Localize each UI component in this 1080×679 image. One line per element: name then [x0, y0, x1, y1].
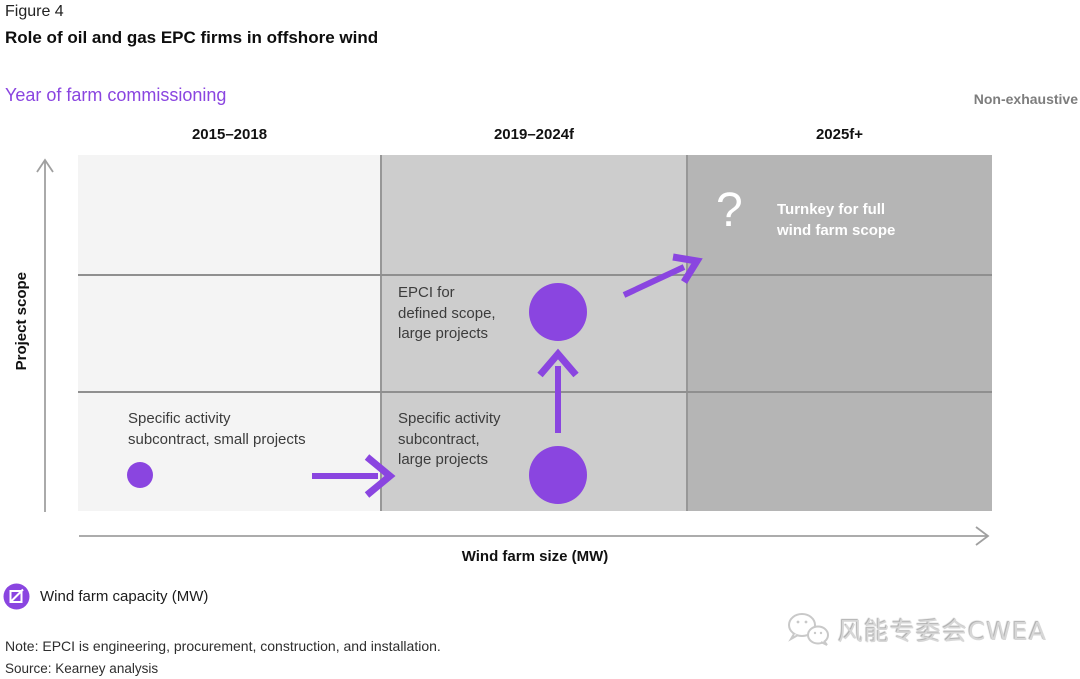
- column-header-2025f: 2025f+: [815, 126, 864, 143]
- turnkey-question-mark: ?: [716, 184, 743, 237]
- column-header-2015-2018: 2015–2018: [191, 126, 268, 143]
- capacity-scale-icon: [3, 583, 30, 610]
- grid-horizontal-divider-2: [78, 391, 992, 393]
- x-axis-label: Wind farm size (MW): [461, 548, 609, 565]
- legend-label: Wind farm capacity (MW): [40, 588, 209, 605]
- watermark: 风能专委会CWEA: [784, 609, 1047, 651]
- figure-title: Role of oil and gas EPC firms in offshor…: [5, 28, 379, 47]
- watermark-text: 风能专委会CWEA: [838, 617, 1048, 646]
- epci-label: EPCI for defined scope, large projects: [398, 284, 496, 342]
- figure-subtitle: Year of farm commissioning: [5, 85, 227, 105]
- y-axis-arrow: [36, 158, 54, 512]
- source-text: Source: Kearney analysis: [5, 661, 159, 676]
- note-text: Note: EPCI is engineering, procurement, …: [5, 638, 441, 654]
- y-axis-label: Project scope: [13, 272, 30, 371]
- legend: Wind farm capacity (MW): [3, 583, 208, 610]
- specific-large-label: Specific activity subcontract, large pro…: [398, 410, 501, 468]
- epci-capacity-bubble: [529, 283, 587, 341]
- non-exhaustive-tag: Non-exhaustive: [973, 91, 1078, 107]
- specific-large-capacity-bubble: [529, 446, 587, 504]
- x-axis-arrow: [79, 526, 990, 546]
- grid-column-3: [687, 155, 992, 511]
- grid-vertical-divider-2: [686, 155, 688, 511]
- grid-vertical-divider-1: [380, 155, 382, 511]
- specific-small-label: Specific activity subcontract, small pro…: [128, 410, 306, 448]
- grid-column-1: [78, 155, 381, 511]
- specific-small-capacity-bubble: [127, 462, 153, 488]
- grid-horizontal-divider-1: [78, 274, 992, 276]
- column-header-2019-2024f: 2019–2024f: [493, 126, 575, 143]
- turnkey-label: Turnkey for full wind farm scope: [777, 201, 896, 239]
- matrix-grid: [78, 155, 992, 511]
- figure-number: Figure 4: [5, 3, 64, 20]
- grid-column-2: [381, 155, 687, 511]
- wechat-icon: [788, 613, 829, 646]
